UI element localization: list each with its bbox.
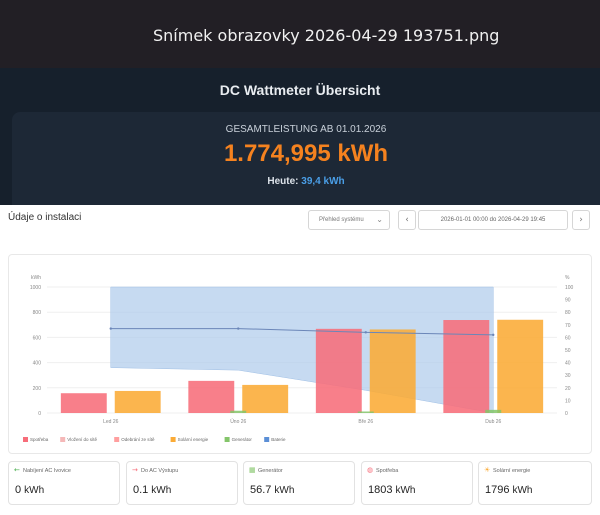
chevron-right-icon: › bbox=[579, 215, 583, 225]
bar-spotreba bbox=[315, 328, 362, 413]
y2-tick-label: 50 bbox=[565, 348, 571, 354]
legend-swatch bbox=[23, 437, 28, 442]
chevron-down-icon: ⌄ bbox=[376, 215, 383, 224]
chevron-left-icon: ‹ bbox=[405, 215, 409, 225]
today-label: Heute: bbox=[267, 176, 299, 187]
battery-point bbox=[364, 331, 367, 334]
stat-label: Do AC Výstupu bbox=[141, 468, 179, 474]
stat-card-solar: ☀ Solární energie 1796 kWh bbox=[478, 461, 592, 505]
stat-label: Spotřeba bbox=[376, 468, 399, 474]
stat-value: 0.1 kWh bbox=[133, 484, 172, 496]
sun-icon: ☀ bbox=[484, 466, 491, 474]
bar-solarni-energie bbox=[242, 384, 289, 413]
stat-value: 0 kWh bbox=[15, 484, 45, 496]
arrow-right-icon: → bbox=[132, 466, 138, 474]
stat-value: 1803 kWh bbox=[368, 484, 416, 496]
legend-swatch bbox=[264, 437, 270, 442]
today-line: Heute: 39,4 kWh bbox=[12, 176, 600, 187]
chart-canvas: 0 200 400 600 800 1000 0 10 20 30 40 50 60 70 80 90 100 k… bbox=[23, 275, 574, 442]
legend-label: Odebrání ze sítě bbox=[121, 437, 155, 442]
window-titlebar: Snímek obrazovky 2026-04-29 193751.png bbox=[0, 0, 600, 68]
total-caption: GESAMTLEISTUNG AB 01.01.2026 bbox=[225, 124, 387, 135]
legend-label: Solární energie bbox=[178, 437, 209, 442]
y-tick-label: 1000 bbox=[30, 285, 41, 291]
next-period-button[interactable]: › bbox=[572, 210, 590, 230]
x-tick-label: Úno 26 bbox=[230, 418, 246, 425]
stat-card-consumption: ◍ Spotřeba 1803 kWh bbox=[361, 461, 473, 505]
y-tick-label: 400 bbox=[33, 361, 42, 367]
y2-unit-label: % bbox=[565, 275, 570, 281]
bar-spotreba bbox=[188, 380, 235, 413]
battery-point bbox=[109, 327, 112, 330]
stat-value: 1796 kWh bbox=[485, 484, 533, 496]
x-tick-label: Bře 26 bbox=[358, 419, 373, 425]
bar-solarni-energie bbox=[497, 319, 544, 413]
battery-line bbox=[110, 328, 494, 336]
total-value: 1.774,995 kWh bbox=[223, 140, 389, 167]
y2-tick-label: 100 bbox=[565, 285, 574, 291]
y2-tick-label: 10 bbox=[565, 398, 571, 404]
y2-tick-label: 60 bbox=[565, 335, 571, 341]
battery-point bbox=[237, 327, 240, 330]
generator-icon: ▦ bbox=[249, 466, 256, 474]
battery-point bbox=[492, 333, 495, 337]
legend-swatch bbox=[224, 437, 230, 442]
bar-solarni-energie bbox=[369, 329, 416, 413]
stat-card-ac-charging: ← Nabíjení AC Ivovice 0 kWh bbox=[8, 461, 120, 505]
arrow-left-icon: ← bbox=[14, 466, 20, 474]
legend-label: Spotřeba bbox=[30, 437, 49, 442]
stat-value: 56.7 kWh bbox=[250, 484, 295, 496]
bar-generator bbox=[485, 409, 502, 413]
installation-title: Údaje o instalaci bbox=[8, 212, 82, 223]
legend-label: Vložení do sítě bbox=[67, 437, 97, 442]
y2-tick-label: 80 bbox=[565, 310, 571, 316]
y2-tick-label: 40 bbox=[565, 361, 571, 367]
stat-label: Generátor bbox=[258, 468, 283, 474]
legend-swatch bbox=[170, 437, 176, 442]
legend-swatch bbox=[60, 437, 66, 442]
stat-card-generator: ▦ Generátor 56.7 kWh bbox=[243, 461, 355, 505]
battery-area bbox=[110, 286, 494, 414]
today-value: 39,4 kWh bbox=[301, 176, 345, 187]
y2-tick-label: 0 bbox=[565, 411, 568, 417]
legend-label: Generátor bbox=[232, 437, 253, 442]
stat-label: Solární energie bbox=[493, 468, 531, 474]
y-unit-label: kWh bbox=[31, 275, 41, 281]
prev-period-button[interactable]: ‹ bbox=[398, 210, 416, 230]
system-select-value: Přehled systému bbox=[319, 217, 364, 223]
dashboard-title: DC Wattmeter Übersicht bbox=[219, 82, 381, 98]
bar-spotreba bbox=[443, 320, 490, 413]
energy-chart: 0 200 400 600 800 1000 0 10 20 30 40 50 60 70 80 90 100 k… bbox=[8, 254, 592, 454]
bar-generator bbox=[357, 411, 374, 413]
date-range-picker[interactable]: 2026-01-01 00:00 do 2026-04-29 19:45 bbox=[418, 210, 568, 230]
consumption-icon: ◍ bbox=[367, 466, 374, 474]
bar-solarni-energie bbox=[114, 390, 161, 413]
x-tick-label: Dub 26 bbox=[485, 419, 501, 425]
y-tick-label: 600 bbox=[33, 335, 42, 341]
y-tick-label: 800 bbox=[33, 310, 42, 316]
window-title: Snímek obrazovky 2026-04-29 193751.png bbox=[153, 26, 500, 45]
y2-tick-label: 90 bbox=[565, 298, 571, 304]
total-card: GESAMTLEISTUNG AB 01.01.2026 1.774,995 k… bbox=[12, 112, 600, 205]
x-tick-label: Led 26 bbox=[103, 419, 119, 425]
bar-spotreba bbox=[60, 393, 107, 413]
stat-label: Nabíjení AC Ivovice bbox=[23, 468, 71, 474]
y-tick-label: 200 bbox=[33, 386, 42, 392]
system-select[interactable]: Přehled systému ⌄ bbox=[308, 210, 390, 230]
legend-label: Baterie bbox=[271, 437, 286, 442]
y2-tick-label: 30 bbox=[565, 373, 571, 379]
stat-card-ac-output: → Do AC Výstupu 0.1 kWh bbox=[126, 461, 238, 505]
y-tick-label: 0 bbox=[38, 411, 41, 417]
bar-generator bbox=[230, 410, 247, 413]
y2-tick-label: 70 bbox=[565, 323, 571, 329]
legend-swatch bbox=[114, 437, 120, 442]
y2-tick-label: 20 bbox=[565, 386, 571, 392]
dashboard-header: DC Wattmeter Übersicht GESAMTLEISTUNG AB… bbox=[0, 68, 600, 205]
